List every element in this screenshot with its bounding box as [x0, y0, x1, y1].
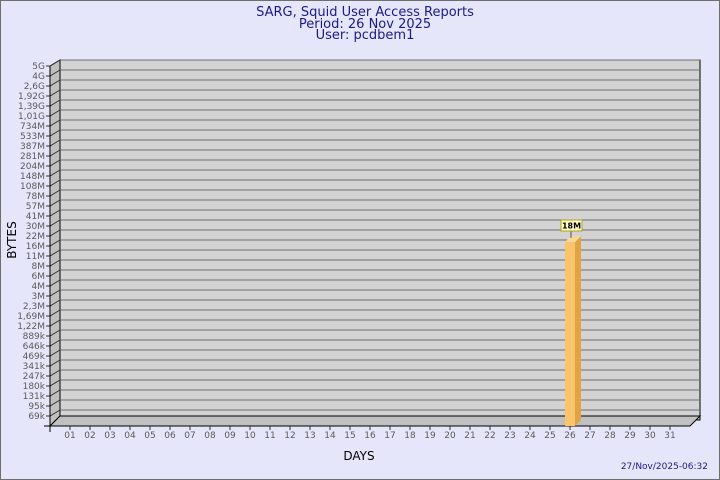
x-axis-label: DAYS — [343, 449, 374, 463]
x-tick-label: 15 — [344, 431, 355, 441]
x-tick-label: 20 — [444, 431, 456, 441]
x-tick-label: 25 — [544, 431, 555, 441]
x-tick-label: 26 — [564, 431, 576, 441]
x-tick-label: 05 — [144, 431, 155, 441]
y-tick-label: 22M — [26, 232, 45, 242]
plot-floor — [48, 415, 702, 427]
x-tick-label: 23 — [504, 431, 515, 441]
x-tick-label: 14 — [324, 431, 336, 441]
y-tick-label: 2,6G — [24, 82, 45, 92]
x-tick-label: 16 — [364, 431, 376, 441]
chart-user: User: pcdbem1 — [316, 28, 415, 43]
bar-front-day-26 — [565, 241, 575, 426]
y-tick-label: 1,92G — [18, 92, 45, 102]
y-tick-label: 131k — [23, 392, 46, 402]
x-tick-label: 29 — [624, 431, 636, 441]
x-tick-label: 18 — [404, 431, 416, 441]
y-tick-label: 11M — [26, 252, 45, 262]
y-tick-label: 2,3M — [23, 302, 45, 312]
chart-period: Period: 26 Nov 2025 — [299, 17, 431, 32]
x-tick-label: 27 — [584, 431, 595, 441]
x-tick-label: 19 — [424, 431, 436, 441]
x-tick-label: 13 — [304, 431, 315, 441]
y-tick-label: 889k — [23, 332, 46, 342]
y-tick-label: 1,22M — [17, 322, 45, 332]
y-tick-label: 1,69M — [17, 312, 45, 322]
x-tick-label: 24 — [524, 431, 536, 441]
x-tick-label: 08 — [204, 431, 216, 441]
y-tick-label: 734M — [20, 122, 45, 132]
y-tick-label: 341k — [23, 362, 46, 372]
value-label-box — [560, 219, 583, 232]
y-tick-label: 78M — [26, 192, 45, 202]
x-tick-label: 04 — [124, 431, 136, 441]
y-tick-label: 469k — [23, 352, 46, 362]
y-tick-label: 281M — [20, 152, 45, 162]
chart-title: SARG, Squid User Access Reports — [256, 5, 474, 20]
x-tick-label: 06 — [164, 431, 176, 441]
x-tick-label: 17 — [384, 431, 395, 441]
x-tick-label: 03 — [104, 431, 115, 441]
y-tick-label: 41M — [26, 212, 45, 222]
x-tick-label: 12 — [284, 431, 295, 441]
y-tick-label: 533M — [20, 132, 45, 142]
y-tick-label: 95k — [28, 402, 45, 412]
x-tick-label: 10 — [244, 431, 256, 441]
y-axis-label: BYTES — [5, 221, 19, 258]
y-tick-label: 1,39G — [18, 102, 45, 112]
y-tick-label: 30M — [26, 222, 45, 232]
y-tick-label: 5G — [32, 62, 45, 72]
x-tick-label: 31 — [664, 431, 675, 441]
y-tick-label: 4M — [32, 282, 46, 292]
generated-timestamp: 27/Nov/2025-06:32 — [621, 462, 708, 472]
x-tick-label: 28 — [604, 431, 616, 441]
y-tick-label: 247k — [23, 372, 46, 382]
bar-side-day-26 — [575, 235, 581, 426]
y-tick-label: 148M — [20, 172, 45, 182]
x-tick-label: 21 — [464, 431, 475, 441]
value-label: 18M — [562, 221, 581, 230]
y-tick-label: 108M — [20, 182, 45, 192]
x-tick-label: 11 — [264, 431, 275, 441]
x-tick-label: 09 — [224, 431, 236, 441]
x-tick-label: 30 — [644, 431, 656, 441]
x-tick-label: 07 — [184, 431, 195, 441]
bar-top-day-26 — [565, 235, 581, 242]
y-tick-label: 16M — [26, 242, 45, 252]
y-tick-label: 8M — [32, 262, 46, 272]
y-tick-label: 387M — [20, 142, 45, 152]
y-tick-label: 646k — [23, 342, 46, 352]
y-tick-label: 3M — [32, 292, 46, 302]
y-tick-label: 69k — [28, 412, 45, 422]
y-tick-label: 204M — [20, 162, 45, 172]
y-tick-label: 57M — [26, 202, 45, 212]
y-tick-label: 180k — [23, 382, 46, 392]
x-tick-label: 01 — [64, 431, 75, 441]
y-tick-label: 1,01G — [18, 112, 45, 122]
x-tick-label: 02 — [84, 431, 95, 441]
x-tick-label: 22 — [484, 431, 495, 441]
y-tick-label: 6M — [32, 272, 46, 282]
y-tick-label: 4G — [32, 72, 45, 82]
